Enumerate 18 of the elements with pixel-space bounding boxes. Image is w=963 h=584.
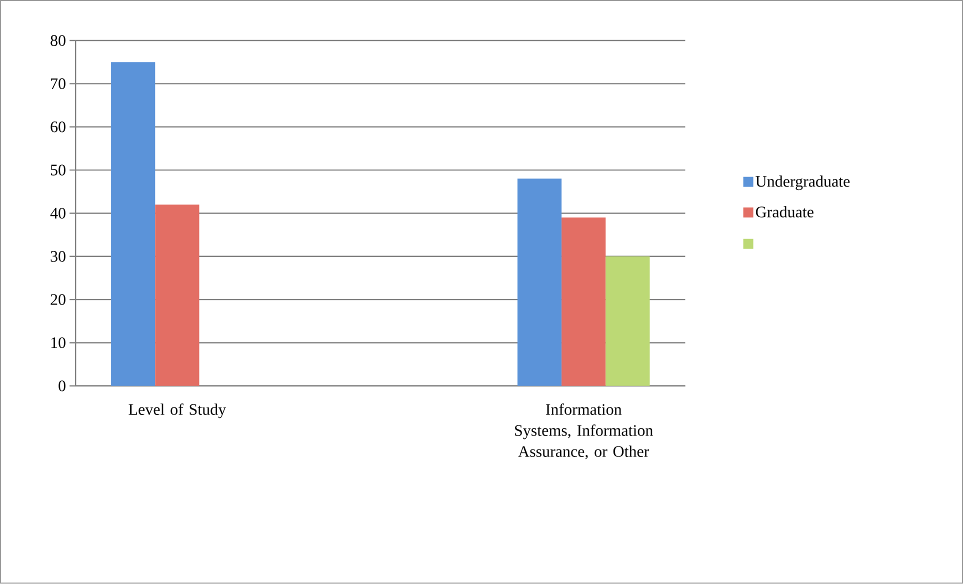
bar [562,218,606,386]
y-tick-label: 40 [50,208,66,219]
y-tick-label: 70 [51,78,66,90]
y-tick-label: 30 [50,251,66,262]
y-tick-label: 80 [50,35,66,46]
legend-label: Undergraduate [756,176,850,190]
y-tick-label: 60 [50,122,66,132]
legend-label: Graduate [756,206,814,218]
bar [155,204,200,386]
bar [517,178,562,386]
x-tick-label: Level of Study [128,404,226,418]
x-tick-label: Information Systems, Information Assurance, or Other [515,404,653,460]
y-tick-label: 20 [50,294,66,306]
y-tick-label: 0 [58,380,66,392]
y-tick-label: 10 [51,338,66,348]
y-tick-label: 50 [50,164,66,176]
bar [606,256,650,386]
bar [111,62,156,386]
